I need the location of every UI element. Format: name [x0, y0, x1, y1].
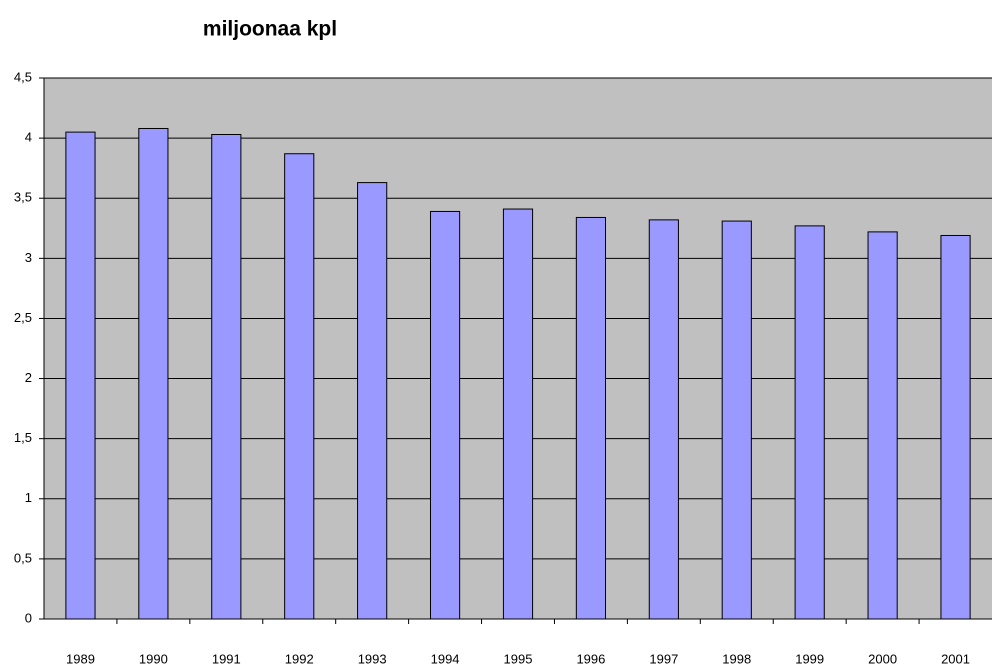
- x-tick-label: 1993: [358, 651, 387, 666]
- x-tick-label: 2001: [941, 651, 970, 666]
- bar: [648, 219, 679, 620]
- x-tick-label: 1996: [576, 651, 605, 666]
- bar: [721, 220, 752, 620]
- x-tick-label: 1992: [285, 651, 314, 666]
- x-tick-label: 1995: [504, 651, 533, 666]
- bar: [211, 134, 242, 620]
- x-tick-label: 1991: [212, 651, 241, 666]
- bar: [940, 234, 971, 620]
- y-tick-label: 3: [25, 250, 32, 265]
- x-tick-label: 1990: [139, 651, 168, 666]
- y-tick-label: 0,5: [14, 550, 32, 565]
- x-tick-label: 1997: [649, 651, 678, 666]
- y-tick-label: 3,5: [14, 190, 32, 205]
- y-tick-label: 1: [25, 490, 32, 505]
- bar: [357, 182, 388, 620]
- x-tick-label: 1989: [66, 651, 95, 666]
- x-tick-label: 1994: [431, 651, 460, 666]
- y-tick-label: 4: [25, 130, 32, 145]
- y-tick-label: 0: [25, 610, 32, 625]
- y-tick-label: 1,5: [14, 430, 32, 445]
- bar: [867, 231, 898, 620]
- bar: [502, 208, 534, 620]
- x-tick-label: 2000: [868, 651, 897, 666]
- bar: [138, 127, 169, 620]
- bar: [794, 225, 825, 620]
- bar: [65, 131, 96, 620]
- x-tick-label: 1999: [795, 651, 824, 666]
- chart-title: miljoonaa kpl: [203, 18, 337, 41]
- bar: [284, 153, 315, 620]
- y-tick-label: 2: [25, 370, 32, 385]
- y-tick-label: 4,5: [14, 69, 32, 84]
- bar: [575, 216, 607, 620]
- bar: [429, 210, 461, 620]
- y-tick-label: 2,5: [14, 310, 32, 325]
- x-tick-label: 1998: [722, 651, 751, 666]
